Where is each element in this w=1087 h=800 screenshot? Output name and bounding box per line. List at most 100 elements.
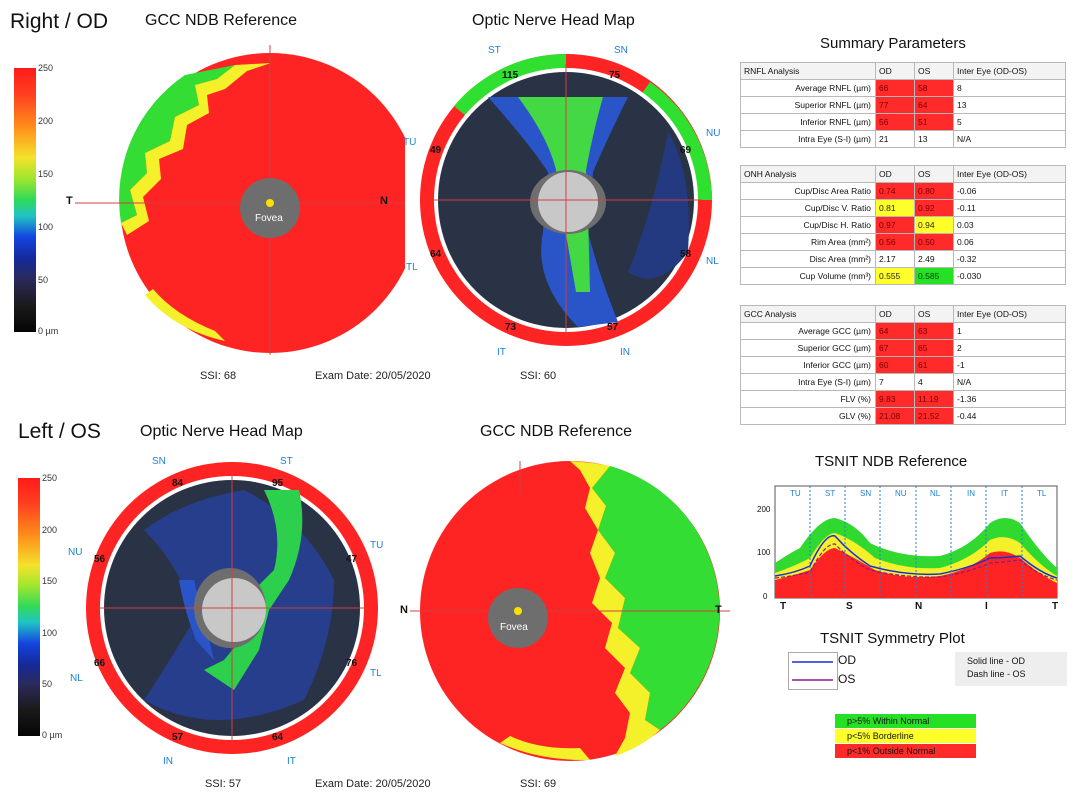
od-colorbar: 250 200 150 100 50 0 µm — [14, 63, 74, 336]
os-sector-value: 95 — [272, 478, 284, 489]
od-value: 21.08 — [875, 407, 915, 425]
os-gcc-map[interactable] — [400, 458, 730, 770]
table-row: Cup/Disc V. Ratio 0.81 0.92 -0.11 — [740, 199, 1066, 217]
row-label: Inferior RNFL (µm) — [740, 113, 876, 131]
os-gcc-n-label: N — [400, 604, 408, 616]
borderline-region — [121, 63, 271, 235]
inter-eye-value: 5 — [953, 113, 1066, 131]
os-value: 51 — [914, 113, 954, 131]
os-sector-nu: NU — [68, 547, 83, 558]
od-value: 0.97 — [875, 216, 915, 234]
tsnit-x-label: N — [915, 601, 923, 612]
od-legend-label: OD — [838, 653, 856, 667]
summary-title: Summary Parameters — [820, 35, 966, 52]
symmetry-legend — [788, 652, 838, 690]
od-value: 0.74 — [875, 182, 915, 200]
row-label: Intra Eye (S-I) (µm) — [740, 130, 876, 148]
inter-eye-value: N/A — [953, 373, 1066, 391]
scale-label: 100 — [42, 628, 58, 638]
inter-eye-value: -0.44 — [953, 407, 1066, 425]
category-outside: p<1% Outside Normal — [835, 744, 976, 758]
os-value: 64 — [914, 96, 954, 114]
table-header-row: RNFL Analysis OD OS Inter Eye (OD-OS) — [740, 62, 1066, 80]
os-sector-value: 57 — [172, 732, 184, 743]
od-sector-value: 64 — [430, 249, 442, 260]
table-row: Average GCC (µm) 64 63 1 — [740, 322, 1066, 340]
od-sector-tu: TU — [403, 137, 417, 148]
tsnit-sector-label: IT — [1001, 489, 1009, 498]
scale-label: 100 — [38, 222, 54, 232]
od-sector-tl: TL — [406, 262, 418, 273]
od-onh-ssi: SSI: 60 — [520, 370, 557, 382]
os-value: 0.94 — [914, 216, 954, 234]
scale-label: 150 — [38, 169, 54, 179]
table-row: Cup/Disc H. Ratio 0.97 0.94 0.03 — [740, 216, 1066, 234]
table-row: Inferior GCC (µm) 60 61 -1 — [740, 356, 1066, 374]
scale-label: 200 — [38, 116, 54, 126]
os-gcc-ssi: SSI: 69 — [520, 778, 557, 790]
os-sector-tl: TL — [370, 668, 382, 679]
tsnit-x-label: T — [780, 601, 787, 612]
row-label: GLV (%) — [740, 407, 876, 425]
os-value: 58 — [914, 79, 954, 97]
od-sector-value: 115 — [502, 70, 519, 81]
row-label: Inferior GCC (µm) — [740, 356, 876, 374]
os-sector-value: 66 — [94, 658, 106, 669]
row-label: Cup/Disc H. Ratio — [740, 216, 876, 234]
table-header-cell: OD — [875, 165, 915, 183]
os-sector-value: 76 — [346, 658, 358, 669]
inter-eye-value: 13 — [953, 96, 1066, 114]
tsnit-x-label: S — [846, 601, 853, 612]
os-sector-st: ST — [280, 456, 293, 467]
od-value: 0.81 — [875, 199, 915, 217]
tsnit-y-label: 100 — [757, 548, 771, 557]
os-gcc-t-label: T — [715, 604, 722, 616]
od-sector-st: ST — [488, 45, 501, 56]
os-onh-map[interactable] — [84, 460, 380, 756]
os-value: 11.19 — [914, 390, 954, 408]
od-onh-map[interactable] — [418, 52, 714, 348]
os-value: 61 — [914, 356, 954, 374]
od-gcc-t-label: T — [66, 195, 73, 207]
os-sector-value: 47 — [346, 554, 358, 565]
od-sector-it: IT — [497, 347, 506, 358]
left-eye-title: Left / OS — [18, 420, 101, 443]
inter-eye-value: 0.03 — [953, 216, 1066, 234]
gcc-table: GCC Analysis OD OS Inter Eye (OD-OS) Average… — [740, 305, 1066, 425]
row-label: Average GCC (µm) — [740, 322, 876, 340]
normal-region — [119, 65, 235, 223]
row-label: FLV (%) — [740, 390, 876, 408]
row-label: Average RNFL (µm) — [740, 79, 876, 97]
od-sector-nu: NU — [706, 128, 721, 139]
row-label: Superior GCC (µm) — [740, 339, 876, 357]
os-onh-ssi: SSI: 57 — [205, 778, 242, 790]
table-header-cell: Inter Eye (OD-OS) — [953, 165, 1066, 183]
os-sector-tu: TU — [370, 540, 384, 551]
os-value: 0.585 — [914, 267, 954, 285]
tsnit-sector-label: TU — [790, 489, 801, 498]
inter-eye-value: 8 — [953, 79, 1066, 97]
table-row: GLV (%) 21.08 21.52 -0.44 — [740, 407, 1066, 425]
category-borderline: p<5% Borderline — [835, 729, 976, 743]
colorbar-gradient — [18, 478, 40, 736]
row-label: Cup/Disc V. Ratio — [740, 199, 876, 217]
table-row: FLV (%) 9.83 11.19 -1.36 — [740, 390, 1066, 408]
inter-eye-value: -1.36 — [953, 390, 1066, 408]
inter-eye-value: 2 — [953, 339, 1066, 357]
od-gcc-map[interactable] — [75, 45, 405, 360]
borderline-region — [570, 461, 660, 756]
tsnit-x-label: I — [985, 601, 988, 612]
tsnit-chart[interactable] — [740, 478, 1070, 620]
tsnit-y-label: 200 — [757, 505, 771, 514]
os-value: 21.52 — [914, 407, 954, 425]
od-gcc-title: GCC NDB Reference — [145, 12, 298, 29]
table-header-cell: OS — [914, 62, 954, 80]
line-style-note: Solid line - OD Dash line - OS — [955, 652, 1067, 686]
table-header-cell: OD — [875, 62, 915, 80]
scale-label: 50 — [38, 275, 49, 285]
od-value: 21 — [875, 130, 915, 148]
borderline-region — [500, 736, 590, 761]
os-sector-value: 84 — [172, 478, 184, 489]
tsnit-x-label: T — [1052, 601, 1059, 612]
table-header-cell: OD — [875, 305, 915, 323]
